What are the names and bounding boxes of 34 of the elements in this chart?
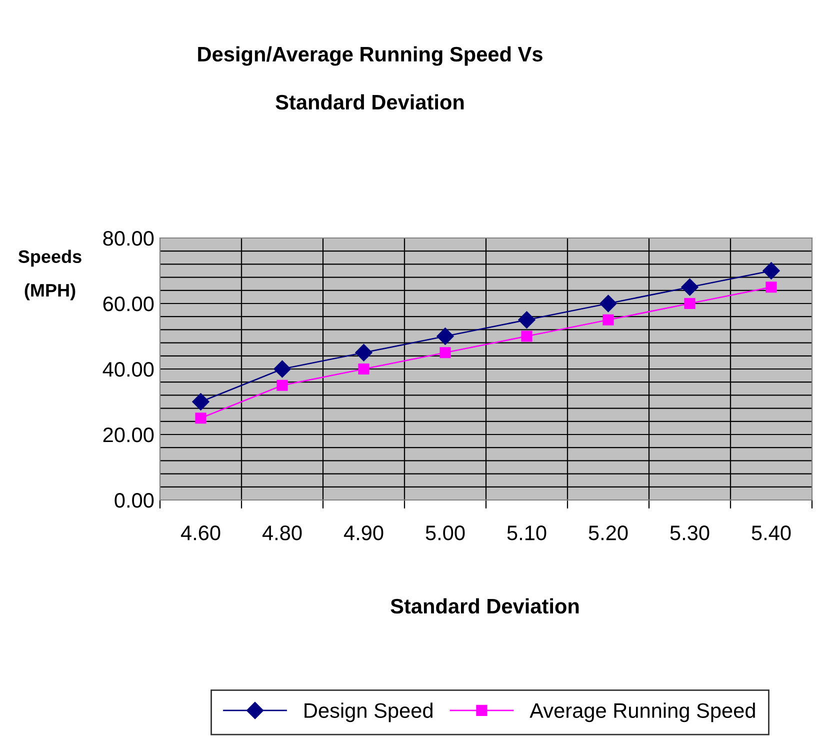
point (192, 393, 210, 410)
y-tick-label: 60.00 (103, 296, 154, 312)
point (355, 344, 372, 362)
x-tick-label: 4.80 (262, 526, 302, 540)
y-tick-label: 80.00 (103, 231, 154, 246)
point (440, 347, 451, 358)
x-axis-title: Standard Deviation (390, 598, 579, 614)
y-axis-title: Speeds (MPH) (18, 250, 82, 300)
x-tick-label: 5.40 (752, 526, 791, 540)
y-tick-label: 0.00 (114, 493, 154, 508)
point (274, 360, 291, 378)
x-tick-label: 4.60 (180, 526, 220, 540)
point (521, 330, 532, 342)
legend-label: Average Running Speed (530, 702, 755, 722)
x-tick-label: 5.30 (670, 526, 710, 540)
point (762, 262, 780, 280)
x-tick-label: 5.20 (588, 526, 628, 540)
point (276, 380, 288, 391)
point (358, 363, 370, 375)
point (681, 278, 698, 296)
point (600, 294, 617, 312)
x-tick-label: 5.10 (507, 526, 546, 540)
point (195, 412, 206, 424)
x-tick-label: 5.00 (426, 526, 465, 540)
y-tick-label: 40.00 (102, 362, 154, 377)
chart-title: Design/Average Running Speed Vs Standard Deviation (198, 46, 542, 110)
point (766, 282, 777, 293)
point (436, 328, 454, 345)
point (602, 314, 614, 326)
point (684, 298, 696, 310)
y-tick-label: 20.00 (103, 428, 154, 442)
x-tick-label: 4.90 (344, 526, 384, 540)
point (518, 311, 536, 328)
legend-label: Design Speed (304, 702, 432, 722)
